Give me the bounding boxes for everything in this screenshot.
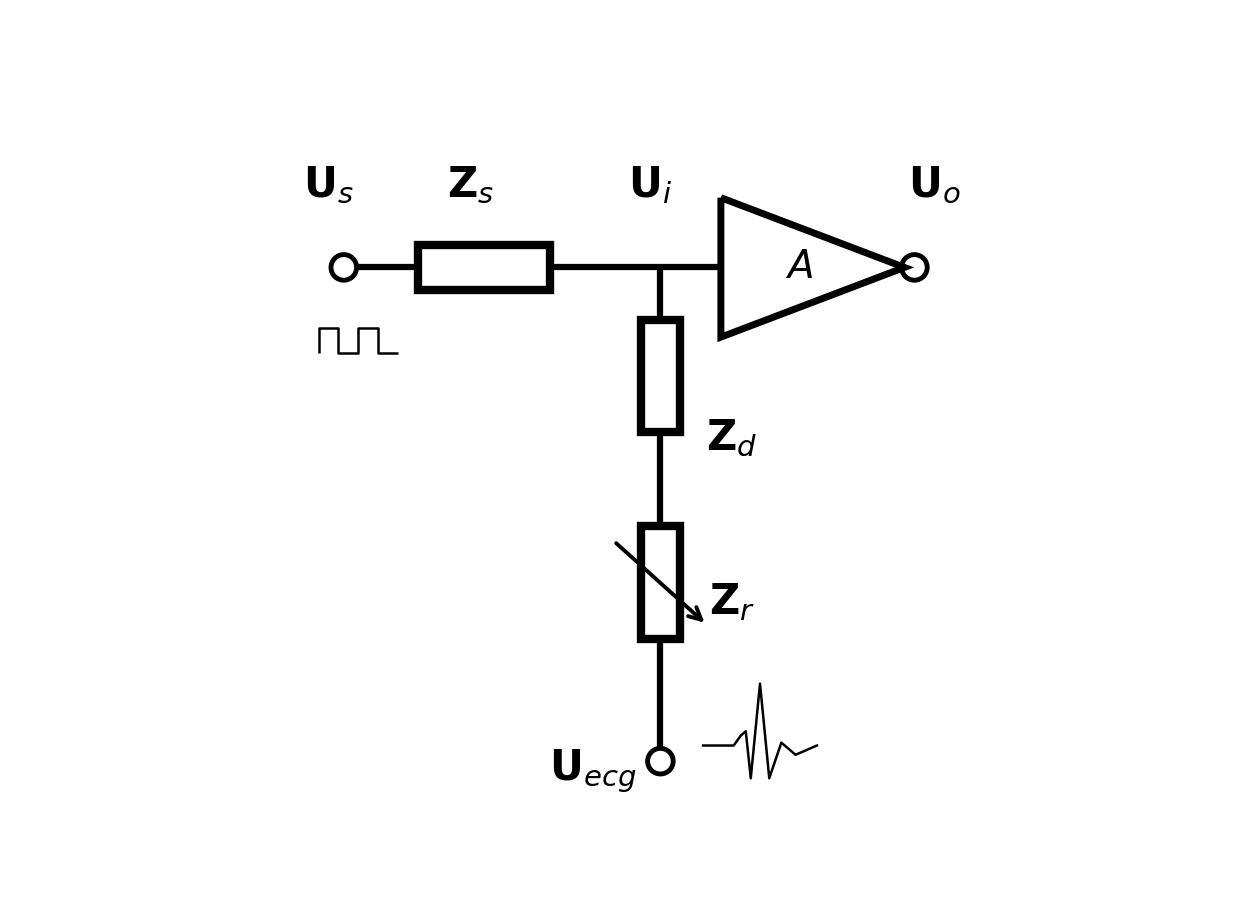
Text: $\mathbf{Z}_{s}$: $\mathbf{Z}_{s}$ bbox=[446, 164, 494, 207]
Text: $\mathbf{U}_{i}$: $\mathbf{U}_{i}$ bbox=[627, 164, 672, 207]
Bar bbox=[641, 527, 680, 638]
Text: $\mathbf{Z}_{d}$: $\mathbf{Z}_{d}$ bbox=[706, 417, 758, 459]
Text: $\mathbf{U}_{o}$: $\mathbf{U}_{o}$ bbox=[908, 164, 961, 207]
Bar bbox=[418, 245, 551, 290]
Text: $\mathbf{U}_{ecg}$: $\mathbf{U}_{ecg}$ bbox=[549, 748, 636, 795]
Text: $\mathit{A}$: $\mathit{A}$ bbox=[785, 249, 813, 286]
Text: $\mathbf{U}_{s}$: $\mathbf{U}_{s}$ bbox=[303, 164, 353, 207]
Text: $\mathbf{Z}_{r}$: $\mathbf{Z}_{r}$ bbox=[708, 581, 755, 623]
Bar bbox=[641, 320, 680, 432]
